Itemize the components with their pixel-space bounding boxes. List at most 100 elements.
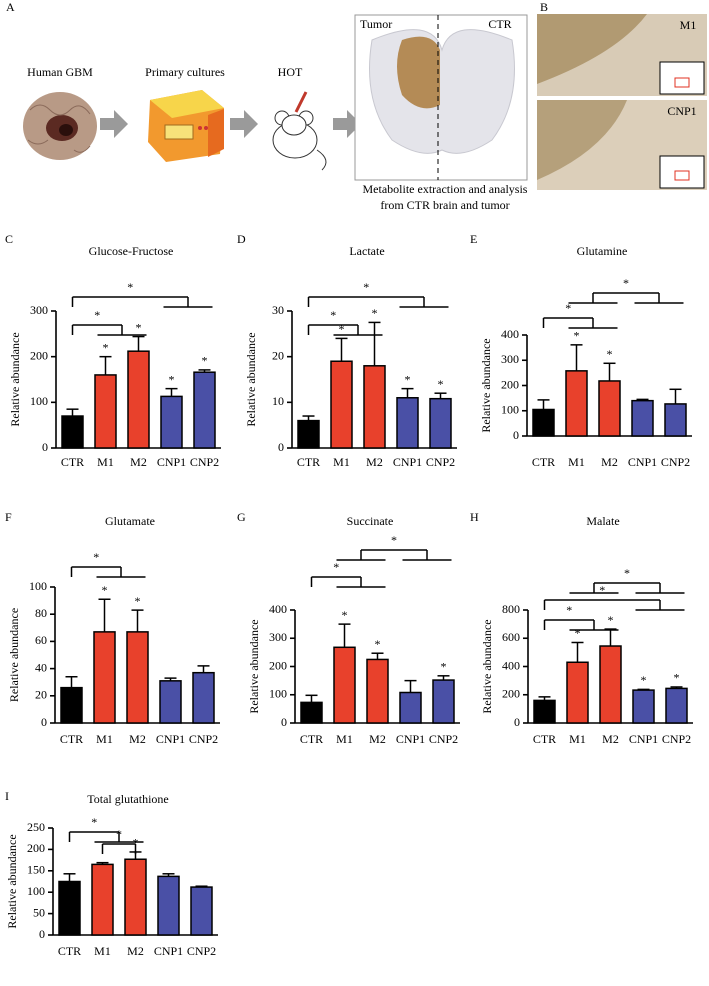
bar	[160, 395, 183, 449]
significance-star: *	[674, 671, 680, 685]
step-label: Human GBM	[27, 65, 93, 79]
bar	[124, 858, 147, 936]
x-tick-label: CNP2	[426, 455, 455, 469]
significance-star: *	[575, 626, 581, 640]
bracket-star: *	[330, 308, 336, 322]
x-tick-label: CNP2	[429, 732, 458, 746]
chart-title: Lactate	[349, 244, 384, 258]
significance-bracket	[543, 599, 685, 611]
bar	[664, 403, 687, 437]
chart-title: Glucose-Fructose	[89, 244, 174, 258]
y-tick-label: 100	[30, 394, 48, 408]
bar	[566, 661, 589, 724]
panel-label: B	[540, 0, 548, 14]
x-tick-label: M1	[96, 732, 113, 746]
bar-chart: D Lactate Relative abundance 0 10 20 30 CTR M1 * M…	[237, 232, 457, 469]
significance-star: *	[438, 377, 444, 391]
y-tick-label: 600	[502, 630, 520, 644]
significance-star: *	[608, 613, 614, 627]
x-tick-label: M1	[333, 455, 350, 469]
bracket-star: *	[565, 301, 571, 315]
y-tick-label: 80	[35, 606, 47, 620]
significance-bracket	[568, 292, 684, 304]
bar	[432, 679, 455, 724]
y-axis-label: Relative abundance	[8, 332, 22, 426]
significance-star: *	[169, 372, 175, 386]
panel-label: G	[237, 510, 246, 524]
significance-star: *	[339, 322, 345, 336]
panel-label: C	[5, 232, 13, 246]
y-tick-label: 10	[272, 394, 284, 408]
chart-title: Total glutathione	[87, 792, 168, 806]
bar	[396, 397, 419, 449]
bar	[631, 399, 654, 437]
bar	[565, 370, 588, 437]
bar-chart: C Glucose-Fructose Relative abundance 0 100 2…	[5, 232, 221, 469]
bar	[532, 408, 555, 437]
significance-star: *	[136, 320, 142, 334]
bracket-star: *	[566, 603, 572, 617]
bracket-star: *	[94, 308, 100, 322]
y-tick-label: 0	[41, 715, 47, 729]
step-label: HOT	[278, 65, 303, 79]
x-tick-label: CTR	[300, 732, 323, 746]
histology-image	[537, 14, 707, 190]
significance-bracket	[71, 324, 147, 336]
bar	[429, 397, 452, 449]
x-tick-label: CNP2	[189, 732, 218, 746]
x-tick-label: M2	[130, 455, 147, 469]
y-tick-label: 50	[33, 905, 45, 919]
mouse	[272, 91, 327, 171]
significance-star: *	[441, 660, 447, 674]
x-tick-label: M1	[336, 732, 353, 746]
culture-device	[148, 90, 224, 162]
bar-chart: E Glutamine Relative abundance 0 100 200 300 40…	[470, 232, 692, 469]
significance-bracket	[336, 549, 452, 561]
x-tick-label: CTR	[533, 732, 556, 746]
y-tick-label: 100	[27, 884, 45, 898]
bracket-star: *	[333, 560, 339, 574]
significance-bracket	[542, 317, 618, 329]
significance-star: *	[102, 583, 108, 597]
step-label: Primary cultures	[145, 65, 225, 79]
x-tick-label: CNP1	[629, 732, 658, 746]
significance-star: *	[342, 608, 348, 622]
significance-star: *	[641, 673, 647, 687]
caption: Metabolite extraction and analysis	[363, 182, 528, 196]
bar	[91, 863, 114, 936]
panel-label: H	[470, 510, 479, 524]
y-tick-label: 400	[269, 602, 287, 616]
significance-bracket	[307, 324, 383, 336]
x-tick-label: CTR	[532, 455, 555, 469]
significance-bracket	[101, 843, 137, 854]
x-tick-label: CNP2	[190, 455, 219, 469]
y-tick-label: 200	[501, 377, 519, 391]
y-tick-label: 200	[502, 687, 520, 701]
bar	[60, 686, 83, 724]
bracket-star: *	[93, 550, 99, 564]
bar	[399, 691, 422, 724]
bracket-star: *	[623, 276, 629, 290]
x-tick-label: M2	[127, 944, 144, 958]
y-tick-label: 100	[29, 579, 47, 593]
arrow	[230, 110, 258, 138]
x-tick-label: M2	[601, 455, 618, 469]
y-axis-label: Relative abundance	[7, 608, 21, 702]
bar	[193, 371, 216, 449]
panel-label: D	[237, 232, 246, 246]
bar	[157, 875, 180, 936]
significance-bracket	[307, 296, 449, 308]
y-tick-label: 0	[278, 440, 284, 454]
x-tick-label: M2	[366, 455, 383, 469]
x-tick-label: CTR	[60, 732, 83, 746]
bar	[190, 886, 213, 936]
x-tick-label: CNP2	[187, 944, 216, 958]
x-tick-label: M1	[569, 732, 586, 746]
section-label: Tumor	[360, 17, 392, 31]
bar	[61, 415, 84, 449]
y-tick-label: 100	[501, 403, 519, 417]
y-tick-label: 0	[281, 715, 287, 729]
bracket-star: *	[363, 280, 369, 294]
y-tick-label: 0	[514, 715, 520, 729]
chart-title: Succinate	[347, 514, 394, 528]
